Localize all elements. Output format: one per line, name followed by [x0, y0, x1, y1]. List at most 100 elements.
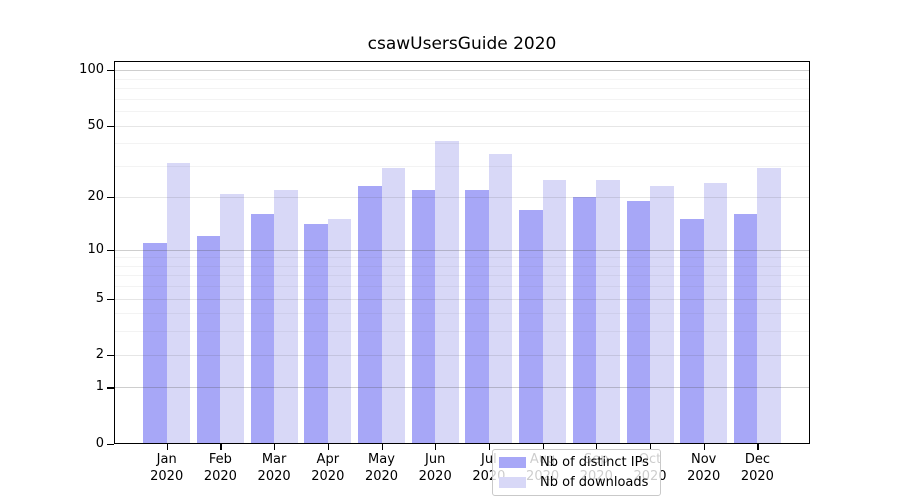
bar-ips-nov — [680, 219, 704, 444]
y-tick-mark-100 — [107, 70, 114, 72]
y-gridline-minor-60 — [114, 111, 810, 113]
x-tick-year: 2020 — [311, 469, 345, 484]
x-tick-label-apr: Apr 2020 — [298, 451, 358, 485]
y-gridline-minor-40 — [114, 143, 810, 145]
y-tick-mark-10 — [107, 249, 114, 251]
bar-downloads-nov — [703, 183, 728, 444]
x-tick-mark-dec — [757, 444, 759, 450]
y-tick-label-100: 100 — [79, 62, 104, 78]
x-tick-month: May — [368, 452, 395, 467]
x-tick-mark-aug — [542, 444, 544, 450]
y-tick-label-20: 20 — [87, 189, 104, 205]
bar-downloads-jan — [166, 163, 191, 444]
bar-downloads-jun — [435, 141, 459, 444]
bar-ips-feb — [196, 236, 221, 444]
bar-downloads-apr — [327, 219, 352, 444]
plot-area: Nb of distinct IPs Nb of downloads — [114, 61, 810, 496]
x-tick-label-may: May 2020 — [352, 451, 412, 485]
x-tick-year: 2020 — [364, 469, 399, 484]
bar-downloads-aug — [542, 180, 567, 444]
x-tick-month: Feb — [208, 452, 232, 467]
y-gridline-major-100 — [114, 70, 810, 72]
x-tick-mark-jul — [488, 444, 491, 450]
bar-ips-apr — [304, 224, 328, 444]
bar-downloads-feb — [220, 193, 244, 444]
y-tick-label-1: 1 — [95, 379, 104, 395]
bar-ips-sep — [572, 197, 597, 444]
y-gridline-minor-8 — [114, 265, 810, 267]
legend-swatch-ips — [499, 457, 526, 468]
bar-downloads-dec — [757, 168, 781, 444]
y-tick-mark-50 — [107, 125, 114, 127]
x-tick-year: 2020 — [257, 469, 291, 484]
x-tick-mark-nov — [703, 444, 705, 450]
chart-title: csawUsersGuide 2020 — [367, 34, 557, 54]
y-tick-mark-0 — [107, 443, 114, 445]
x-tick-mark-mar — [274, 444, 276, 450]
x-tick-mark-jan — [166, 444, 168, 450]
legend-row-ips: Nb of distinct IPs — [499, 454, 660, 471]
y-tick-label-2: 2 — [95, 346, 104, 362]
x-tick-label-jun: Jun 2020 — [405, 451, 465, 485]
y-gridline-major-10 — [114, 249, 810, 251]
x-tick-label-mar: Mar 2020 — [244, 451, 304, 485]
x-tick-month: Jun — [425, 452, 446, 467]
legend-row-downloads: Nb of downloads — [499, 474, 660, 491]
bar-ips-may — [358, 186, 382, 444]
x-tick-year: 2020 — [687, 469, 721, 484]
x-tick-month: Mar — [261, 452, 287, 467]
bar-ips-jul — [465, 189, 489, 444]
y-gridline-minor-90 — [114, 78, 810, 80]
y-gridline-minor-6 — [114, 286, 810, 288]
y-gridline-minor-30 — [114, 165, 810, 167]
x-tick-mark-feb — [220, 444, 222, 450]
y-gridline-minor-7 — [114, 275, 810, 277]
legend-label-ips: Nb of distinct IPs — [540, 455, 649, 470]
y-gridline-minor-70 — [114, 98, 810, 100]
x-tick-mark-apr — [327, 444, 329, 450]
x-tick-month: Nov — [691, 452, 717, 467]
bar-ips-aug — [519, 209, 543, 444]
y-tick-label-0: 0 — [95, 435, 104, 451]
y-tick-label-10: 10 — [87, 241, 104, 257]
y-gridline-minor-80 — [114, 88, 810, 90]
bar-ips-oct — [626, 201, 650, 444]
y-tick-label-50: 50 — [87, 117, 104, 133]
bar-ips-mar — [250, 214, 275, 444]
x-tick-mark-may — [381, 444, 383, 450]
x-tick-mark-oct — [650, 444, 652, 450]
y-gridline-major-50 — [114, 125, 810, 127]
x-tick-label-jan: Jan 2020 — [137, 451, 197, 485]
y-tick-label-5: 5 — [95, 290, 104, 306]
bar-downloads-may — [381, 168, 405, 444]
bar-downloads-jul — [488, 153, 513, 444]
x-tick-year: 2020 — [203, 469, 237, 484]
y-tick-mark-2 — [107, 354, 114, 356]
x-tick-mark-sep — [596, 444, 598, 450]
bar-downloads-oct — [650, 186, 674, 444]
x-tick-month: Jan — [156, 452, 177, 467]
y-tick-mark-20 — [107, 197, 114, 199]
y-gridline-minor-9 — [114, 257, 810, 259]
y-gridline-major-5 — [114, 298, 810, 300]
x-tick-label-nov: Nov 2020 — [674, 451, 734, 485]
y-gridline-minor-3 — [114, 331, 810, 333]
legend: Nb of distinct IPs Nb of downloads — [492, 449, 661, 496]
x-tick-mark-jun — [435, 444, 437, 450]
x-tick-month: Dec — [744, 452, 770, 467]
bar-ips-dec — [733, 214, 758, 444]
bar-ips-jun — [411, 189, 436, 444]
y-tick-mark-5 — [107, 298, 114, 300]
x-tick-month: Apr — [316, 452, 340, 467]
x-tick-label-feb: Feb 2020 — [190, 451, 250, 485]
y-gridline-major-1 — [114, 387, 810, 389]
legend-label-downloads: Nb of downloads — [540, 475, 649, 490]
x-tick-year: 2020 — [150, 469, 184, 484]
y-gridline-minor-4 — [114, 313, 810, 315]
bar-downloads-sep — [596, 180, 620, 444]
y-gridline-major-20 — [114, 197, 810, 199]
y-gridline-major-2 — [114, 354, 810, 356]
x-tick-year: 2020 — [740, 469, 774, 484]
bar-ips-jan — [143, 242, 167, 444]
